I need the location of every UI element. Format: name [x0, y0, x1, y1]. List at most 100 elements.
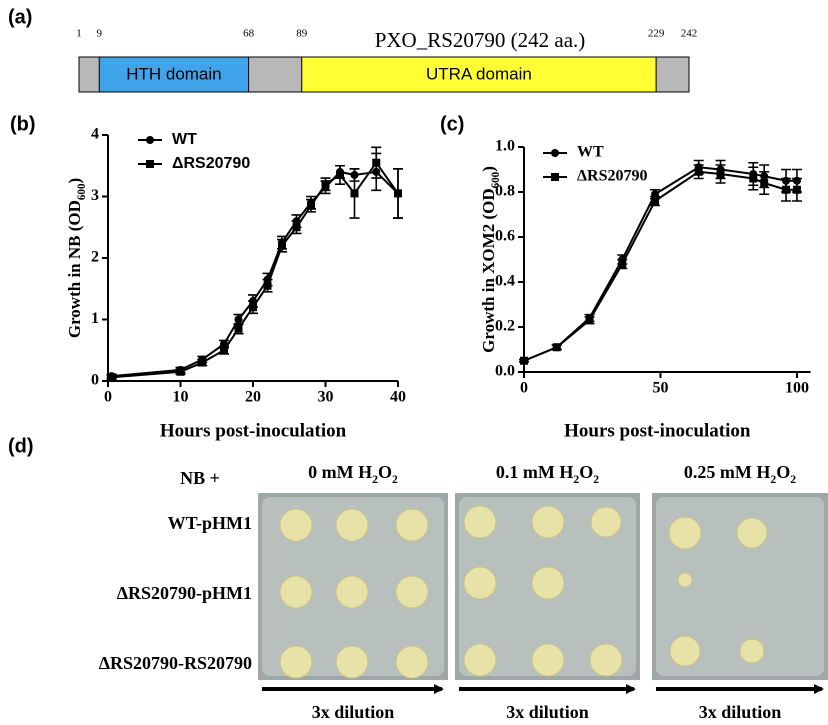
x-tick-label: 30 [318, 389, 334, 406]
position-label: 1 [76, 28, 82, 40]
colony [335, 508, 369, 542]
panel-label: (b) [10, 113, 36, 135]
x-tick-label: 10 [173, 389, 189, 406]
x-tick-label: 0 [520, 380, 528, 397]
colony [590, 506, 622, 538]
position-label: 242 [681, 28, 698, 40]
colony [395, 508, 429, 542]
dilution-label: 3x dilution [312, 702, 395, 722]
marker [176, 367, 185, 376]
y-axis-label: Growth in NB (OD600) [65, 178, 88, 338]
position-label: 229 [648, 28, 665, 40]
colony [677, 572, 693, 588]
series-line [523, 170, 797, 362]
label-part: Growth in XOM2 (OD [479, 188, 498, 353]
y-tick-label: 1.0 [495, 138, 515, 155]
y-axis-label: Growth in XOM2 (OD600) [479, 166, 502, 353]
label-part: O [378, 462, 392, 482]
y-tick-label: 3 [91, 187, 99, 204]
condition-label: 0.1 mM H2O2 [496, 462, 599, 486]
colony [736, 517, 768, 549]
strain-label: ΔRS20790-pHM1 [117, 583, 252, 603]
marker [107, 373, 116, 382]
condition-label: 0 mM H2O2 [308, 462, 398, 486]
subscript: 600 [490, 171, 502, 188]
label-part: 0 mM H [308, 462, 372, 482]
colony [335, 575, 369, 609]
x-tick-label: 40 [390, 389, 406, 406]
colony [335, 645, 369, 679]
dilution-label: 3x dilution [699, 702, 782, 722]
legend-marker [146, 160, 154, 168]
legend-marker [551, 149, 559, 157]
position-label: 89 [296, 28, 308, 40]
colony [279, 508, 313, 542]
y-tick-label: 0.0 [495, 363, 515, 380]
colony [463, 643, 497, 677]
domain [98, 56, 250, 93]
subscript: 2 [573, 473, 579, 486]
label-part: ) [479, 166, 498, 172]
marker [336, 170, 344, 179]
marker [307, 201, 315, 210]
legend-label: ΔRS20790 [577, 168, 647, 185]
colony [463, 505, 497, 539]
marker [552, 343, 561, 352]
x-axis-label: Hours post-inoculation [564, 420, 751, 441]
subscript: 600 [76, 183, 88, 200]
marker [263, 281, 272, 290]
position-label: 9 [96, 28, 102, 40]
colony [589, 643, 623, 677]
y-tick-label: 0 [91, 372, 99, 389]
colony [668, 516, 702, 550]
colony [531, 566, 565, 600]
strain-label: WT-pHM1 [168, 513, 252, 533]
subscript: 2 [790, 473, 796, 486]
panel-label: (c) [440, 113, 464, 135]
marker [220, 346, 228, 355]
domain [301, 56, 657, 93]
subscript: 2 [392, 473, 398, 486]
protein-title: PXO_RS20790 (242 aa.) [375, 28, 586, 52]
marker [350, 189, 359, 198]
x-tick-label: 20 [245, 389, 261, 406]
x-tick-label: 0 [104, 389, 112, 406]
colony [739, 638, 765, 664]
legend-marker [146, 136, 154, 144]
x-tick-label: 100 [785, 380, 809, 397]
panel-label: (a) [8, 6, 32, 28]
colony [669, 635, 701, 667]
label-part: Growth in NB (OD [65, 200, 84, 338]
domain-name: HTH domain [126, 64, 221, 83]
y-tick-label: 0.8 [495, 183, 515, 200]
marker [249, 303, 257, 312]
medium-label: NB + [180, 468, 220, 488]
label-part: 0.25 mM H [684, 462, 770, 482]
marker [716, 170, 725, 178]
marker [278, 241, 286, 250]
marker [520, 356, 528, 365]
marker [234, 315, 243, 324]
y-tick-label: 0.2 [495, 318, 515, 335]
y-tick-label: 4 [91, 126, 99, 143]
marker [618, 260, 627, 268]
label-part: O [579, 462, 593, 482]
subscript: 2 [770, 473, 776, 486]
x-axis-label: Hours post-inoculation [160, 420, 347, 441]
y-tick-label: 2 [91, 249, 99, 266]
marker [792, 185, 801, 194]
marker [198, 358, 207, 367]
marker [651, 197, 660, 205]
label-part: ) [65, 178, 84, 184]
legend-marker [551, 173, 559, 181]
marker [372, 158, 381, 167]
marker [760, 179, 769, 187]
y-tick-label: 0.4 [495, 273, 515, 290]
strain-label: ΔRS20790-RS20790 [99, 653, 252, 673]
subscript: 2 [593, 473, 599, 486]
dilution-label: 3x dilution [506, 702, 589, 722]
x-tick-label: 50 [652, 380, 668, 397]
marker [585, 316, 594, 325]
label-part: 0.1 mM H [496, 462, 573, 482]
